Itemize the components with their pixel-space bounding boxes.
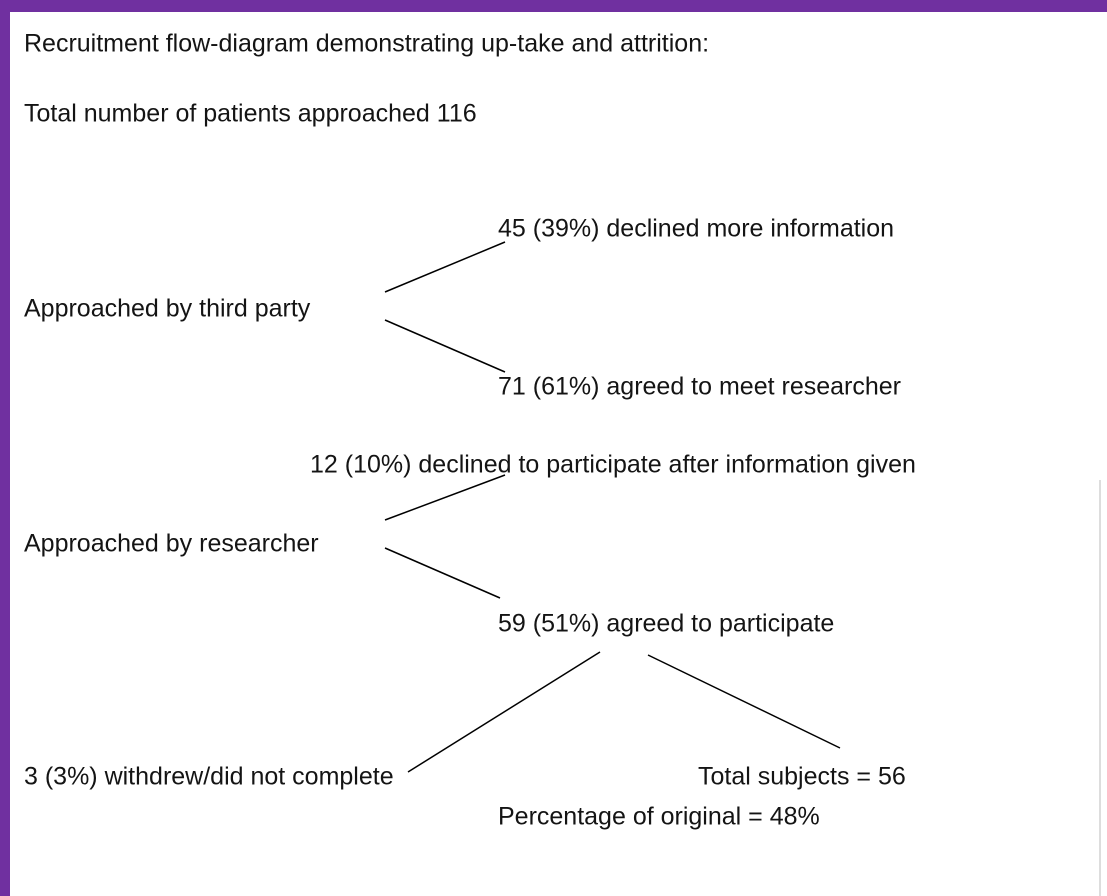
- node-label: Approached by researcher: [24, 530, 319, 558]
- top-border: [0, 0, 1107, 12]
- connector: [384, 547, 501, 599]
- connector: [384, 474, 506, 521]
- connector: [384, 241, 506, 293]
- connector: [407, 651, 601, 773]
- title: Recruitment flow-diagram demonstrating u…: [24, 30, 709, 58]
- node-label: 71 (61%) agreed to meet researcher: [498, 373, 901, 401]
- connector: [384, 319, 506, 373]
- node-label: 59 (51%) agreed to participate: [498, 610, 834, 638]
- node-label: 3 (3%) withdrew/did not complete: [24, 763, 394, 791]
- total-approached: Total number of patients approached 116: [24, 100, 477, 128]
- left-border: [0, 0, 10, 896]
- connector: [647, 654, 841, 749]
- node-label: Approached by third party: [24, 295, 311, 323]
- node-label: 45 (39%) declined more information: [498, 215, 894, 243]
- node-label: 12 (10%) declined to participate after i…: [310, 451, 916, 479]
- node-label: Percentage of original = 48%: [498, 803, 820, 831]
- node-label: Total subjects = 56: [698, 763, 906, 791]
